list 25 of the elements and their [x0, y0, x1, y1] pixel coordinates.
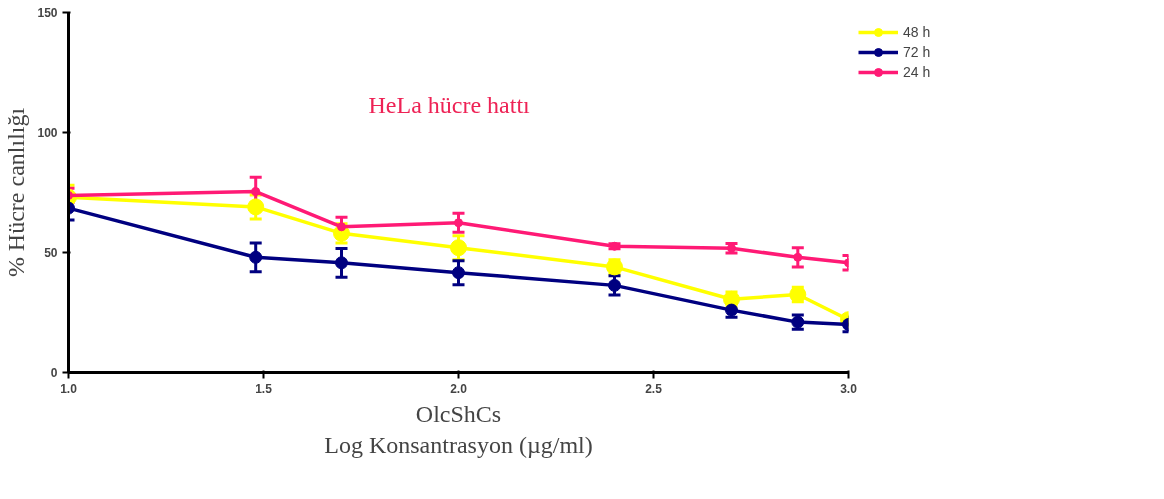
- x-tick-label: 3.0: [840, 381, 858, 396]
- point: [608, 278, 621, 292]
- x-tick-label: 1.0: [60, 381, 78, 396]
- x-tick-label: 2.5: [645, 381, 663, 396]
- point: [452, 266, 465, 280]
- legend-label: 24 h: [903, 64, 931, 80]
- x-axis-title: OlcShCs Log Konsantrasyon (µg/ml): [324, 400, 593, 458]
- point: [450, 239, 467, 257]
- x-tick-label: 2.0: [450, 381, 468, 396]
- y-tick-label: 100: [37, 126, 58, 140]
- point: [247, 198, 265, 216]
- point: [251, 187, 261, 197]
- point: [454, 218, 463, 228]
- point: [249, 250, 263, 264]
- x-tick-label: 1.5: [255, 381, 273, 396]
- annotation: HeLa hücre hattı: [368, 91, 531, 118]
- legend-label: 48 h: [903, 24, 931, 40]
- y-tick-label: 150: [37, 6, 58, 20]
- point: [337, 222, 346, 232]
- point: [793, 252, 803, 262]
- y-tick-label: 50: [44, 246, 58, 260]
- y-axis-title: % Hücre canlılığı: [3, 107, 30, 278]
- point: [335, 256, 348, 270]
- legend-label: 72 h: [903, 44, 931, 60]
- y-tick-label: 0: [50, 366, 58, 380]
